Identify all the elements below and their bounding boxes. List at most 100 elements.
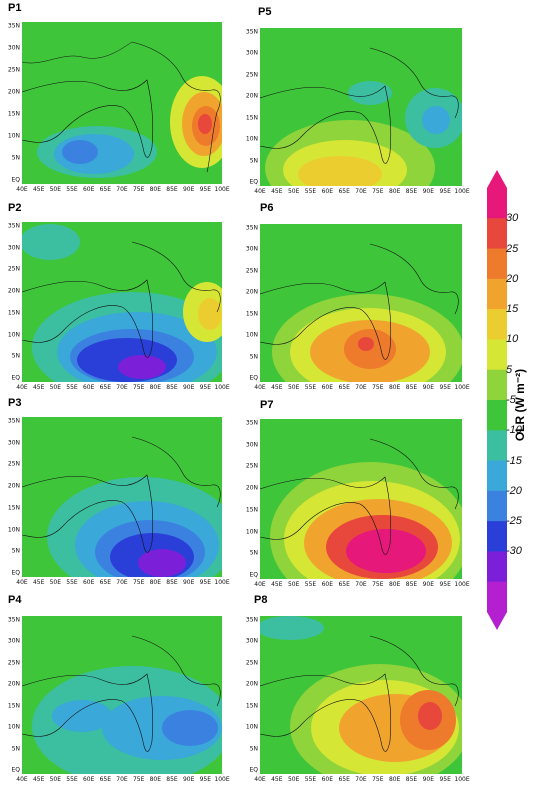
lon-tick-label: 55E [66, 776, 78, 783]
lon-tick-label: 95E [439, 776, 451, 783]
lon-tick-label: 75E [372, 188, 384, 195]
panel-label: P5 [258, 6, 272, 18]
lat-tick-label: EQ [11, 374, 20, 382]
lon-tick-label: 40E [16, 384, 28, 391]
lon-tick-label: 100E [454, 776, 470, 783]
lat-tick-label: 30N [245, 637, 258, 645]
lon-tick-label: 50E [49, 186, 62, 193]
lon-tick-label: 85E [405, 581, 418, 588]
lon-tick-label: 40E [254, 581, 266, 588]
colorbar-segment [487, 369, 507, 401]
colorbar-tick-label: -30 [506, 545, 522, 558]
lon-tick-label: 50E [49, 384, 62, 391]
colorbar [487, 170, 507, 630]
colorbar-bottom-arrow [487, 612, 507, 630]
lon-tick-label: 85E [405, 776, 418, 783]
lon-tick-label: 45E [271, 776, 283, 783]
lat-tick-label: 15N [245, 310, 258, 318]
panel-label: P7 [260, 399, 274, 411]
lon-tick-label: 70E [116, 579, 128, 586]
colorbar-segment [487, 339, 507, 371]
panel-p5: P5 35N 30N 25N 20N 15N 10N 5N EQ 40E 45E 50E 55E 60E… [240, 0, 480, 200]
lon-tick-label: 45E [271, 384, 283, 391]
lat-tick-label: 35N [7, 616, 20, 624]
colorbar-segment [487, 430, 507, 462]
lon-tick-label: 45E [32, 776, 45, 783]
lon-tick-label: 90E [182, 776, 195, 783]
lon-tick-label: 40E [16, 186, 28, 193]
lat-tick-label: 15N [7, 702, 20, 710]
lat-tick-label: 25N [7, 66, 20, 74]
lat-tick-label: 5N [11, 745, 20, 753]
panel-label: P1 [8, 2, 22, 14]
lat-tick-label: 10N [7, 526, 20, 534]
lon-tick-label: 75E [132, 186, 145, 193]
colorbar-top-arrow [487, 170, 507, 188]
lon-tick-label: 100E [454, 384, 470, 391]
lon-tick-label: 50E [49, 579, 62, 586]
lat-tick-label: 30N [245, 245, 258, 253]
lon-tick-label: 80E [149, 579, 162, 586]
lat-tick-label: 20N [245, 484, 258, 492]
map-p1 [22, 22, 222, 184]
lon-tick-label: 55E [66, 384, 78, 391]
lat-tick-label: 20N [7, 680, 20, 688]
lon-tick-label: 100E [214, 776, 230, 783]
panel-label: P3 [8, 397, 22, 409]
panel-label: P2 [8, 202, 22, 214]
lat-tick-label: 10N [245, 528, 258, 536]
lon-tick-label: 80E [388, 188, 401, 195]
lon-tick-label: 50E [287, 384, 300, 391]
lon-tick-label: 95E [439, 188, 451, 195]
lon-tick-label: 90E [182, 579, 195, 586]
lat-tick-label: EQ [249, 571, 258, 579]
colorbar-segment [487, 218, 507, 250]
lon-tick-label: 75E [132, 579, 145, 586]
colorbar-tick-label: 30 [506, 212, 519, 225]
map-p3 [22, 417, 222, 577]
lat-tick-label: EQ [11, 569, 20, 577]
lon-tick-label: 100E [214, 579, 230, 586]
colorbar-segment [487, 309, 507, 340]
lat-tick-label: 5N [249, 549, 258, 557]
colorbar-title: OLR (W m⁻²) [513, 368, 527, 442]
lon-tick-label: 80E [388, 384, 401, 391]
lon-tick-label: 65E [338, 581, 350, 588]
lon-tick-label: 65E [338, 384, 350, 391]
colorbar-segment [487, 400, 507, 431]
lon-tick-label: 65E [99, 186, 112, 193]
lat-tick-label: 5N [11, 547, 20, 555]
lat-tick-label: 35N [245, 28, 258, 36]
lat-tick-label: 15N [7, 110, 20, 118]
colorbar-segment [487, 490, 507, 522]
lon-tick-label: 90E [182, 384, 195, 391]
lat-tick-label: 25N [245, 267, 258, 275]
lon-tick-label: 100E [454, 188, 470, 195]
colorbar-tick-label: 25 [506, 242, 519, 255]
lon-tick-label: 60E [321, 776, 334, 783]
lat-tick-label: EQ [249, 374, 258, 382]
lon-tick-label: 60E [82, 384, 95, 391]
lon-tick-label: 50E [49, 776, 62, 783]
lat-tick-label: 20N [245, 288, 258, 296]
lon-tick-label: 95E [199, 579, 212, 586]
lon-tick-label: 95E [199, 384, 212, 391]
lon-tick-label: 45E [32, 579, 45, 586]
lon-tick-label: 85E [405, 384, 418, 391]
panel-p8: P8 35N 30N 25N 20N 15N 10N 5N EQ 40E 45E 50E 55E 60E… [240, 590, 480, 788]
lon-tick-label: 80E [388, 776, 401, 783]
lat-tick-label: 5N [249, 745, 258, 753]
lon-tick-label: 70E [355, 776, 367, 783]
lat-tick-label: 5N [11, 154, 20, 162]
lat-tick-label: 25N [245, 462, 258, 470]
lat-tick-label: 15N [7, 309, 20, 317]
lon-tick-label: 65E [99, 384, 112, 391]
lat-tick-label: 20N [245, 680, 258, 688]
lat-tick-label: 30N [7, 637, 20, 645]
colorbar-tick-label: -20 [506, 484, 522, 497]
colorbar-segment [487, 521, 507, 552]
lat-tick-label: 25N [7, 460, 20, 468]
lat-tick-label: 10N [245, 723, 258, 731]
map-p2 [22, 222, 222, 382]
lon-tick-label: 95E [439, 384, 451, 391]
